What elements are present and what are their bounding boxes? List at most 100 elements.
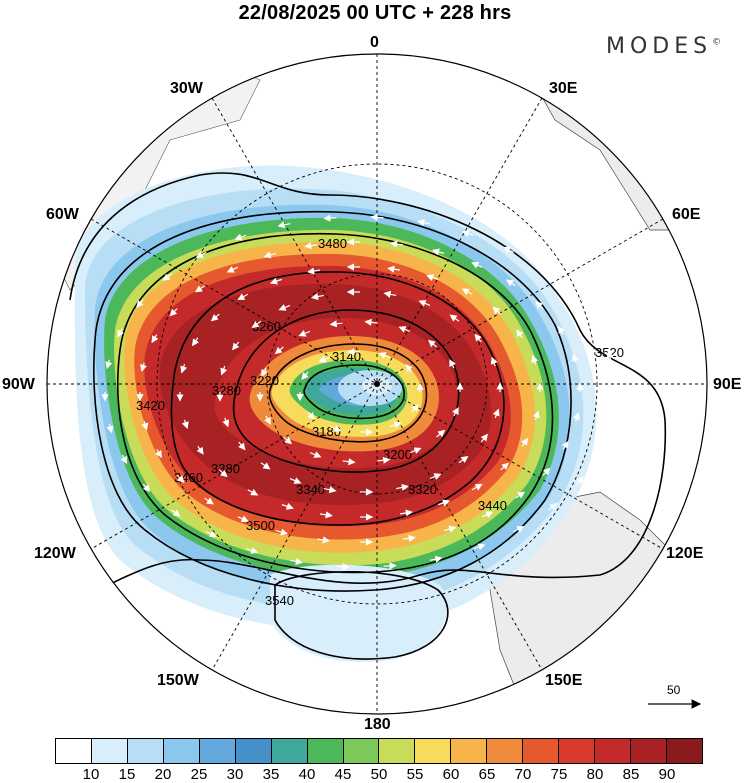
lon-label-0: 0 [370, 34, 379, 51]
wind-vector [606, 350, 614, 361]
colorbar-swatch [666, 739, 702, 763]
wind-vector [377, 456, 391, 464]
wind-vector [232, 341, 240, 351]
colorbar-tick-label: 35 [262, 766, 280, 783]
wind-vector [191, 337, 199, 347]
wind-vector [506, 279, 516, 287]
colorbar-swatch [235, 739, 272, 763]
wind-vector [558, 326, 565, 335]
wind-vector [571, 353, 579, 363]
wind-vector [531, 354, 539, 365]
colorbar-tick-label: 65 [478, 766, 496, 783]
wind-vector [277, 221, 291, 229]
wind-vector [237, 293, 249, 301]
wind-vector [222, 417, 230, 428]
contour-label: 3180 [312, 424, 341, 439]
contour-label: 3420 [136, 398, 165, 413]
wind-vector [162, 273, 172, 281]
wind-vectors [101, 213, 619, 571]
wind-vector [140, 362, 148, 372]
pole-marker [374, 381, 380, 387]
wind-vector [218, 469, 228, 478]
wind-vector [141, 421, 149, 431]
contour-label: 3520 [595, 345, 624, 360]
wind-vector [437, 499, 451, 507]
colorbar-swatch [307, 739, 344, 763]
colorbar-tick-label: 70 [514, 766, 532, 783]
wind-vector [136, 299, 144, 308]
colorbar-swatch [127, 739, 164, 763]
lon-label-120e: 120E [666, 545, 704, 562]
colorbar-tick-label: 75 [550, 766, 568, 783]
wind-vector [195, 251, 207, 258]
wind-vector [263, 251, 276, 259]
map-content: 3140 3180 3200 3220 3260 3280 3320 3340 … [47, 54, 707, 714]
contour-label: 3500 [246, 518, 275, 533]
wind-vector [246, 546, 259, 554]
colorbar-tick-label: 40 [298, 766, 316, 783]
wind-vector [329, 320, 343, 328]
contour-label: 3220 [250, 373, 279, 388]
colorbar-swatch [56, 739, 92, 763]
colorbar-tick-label: 55 [406, 766, 424, 783]
colorbar-swatch [91, 739, 128, 763]
wind-vector [304, 242, 318, 250]
wind-vector [431, 248, 445, 256]
colorbar-swatch [415, 739, 452, 763]
lon-label-30w: 30W [170, 80, 203, 97]
colorbar-swatch [271, 739, 308, 763]
colorbar-swatch [343, 739, 380, 763]
wind-vector [251, 320, 262, 329]
colorbar-tick-label: 80 [586, 766, 604, 783]
wind-vector [238, 441, 246, 451]
wind-vector [516, 329, 524, 339]
wind-vector [151, 334, 159, 344]
wind-vector [449, 314, 460, 322]
colorbar-tick-label: 50 [370, 766, 388, 783]
colorbar-tick-label: 25 [190, 766, 208, 783]
wind-vector [142, 483, 151, 493]
wind-vector [237, 515, 249, 523]
wind-vector [481, 511, 494, 518]
wind-vector [389, 421, 402, 429]
wind-vector [596, 446, 603, 456]
wind-vector [283, 436, 293, 445]
wind-vector [389, 240, 404, 248]
wind-vector [261, 367, 268, 378]
colorbar-tick-label: 10 [82, 766, 100, 783]
wind-vector [316, 536, 331, 544]
wind-vector [169, 308, 178, 317]
wind-vector [427, 339, 437, 348]
wind-vector [471, 483, 483, 491]
wind-vector [399, 509, 413, 517]
wind-vector [409, 447, 422, 455]
colorbar-swatch [487, 739, 524, 763]
wind-vector [383, 290, 397, 298]
wind-vector [426, 274, 439, 282]
contour-label: 3440 [478, 498, 507, 513]
wind-vector [521, 437, 529, 447]
colorbar-tick-label: 90 [658, 766, 676, 783]
wind-vector [532, 410, 540, 421]
wind-vector [289, 477, 302, 484]
colorbar-tick-label: 60 [442, 766, 460, 783]
contour-label: 3460 [174, 470, 203, 485]
wind-vector [234, 233, 247, 241]
wind-vector [301, 371, 309, 380]
wind-vector [572, 412, 580, 422]
wind-vector [492, 306, 502, 315]
wind-vector [576, 476, 584, 485]
wind-vector [298, 329, 311, 337]
wind-vector [180, 363, 188, 374]
wind-vector [105, 359, 113, 370]
wind-vector [461, 288, 473, 296]
wind-vector [480, 433, 488, 443]
lon-label-90w: 90W [2, 376, 35, 393]
wind-vector [117, 328, 124, 338]
wind-vector [539, 267, 549, 275]
contour-label: 3380 [211, 461, 240, 476]
colorbar-swatch [163, 739, 200, 763]
wind-vector [307, 267, 321, 275]
colorbar-swatch [559, 739, 596, 763]
wind-vector [548, 503, 558, 511]
